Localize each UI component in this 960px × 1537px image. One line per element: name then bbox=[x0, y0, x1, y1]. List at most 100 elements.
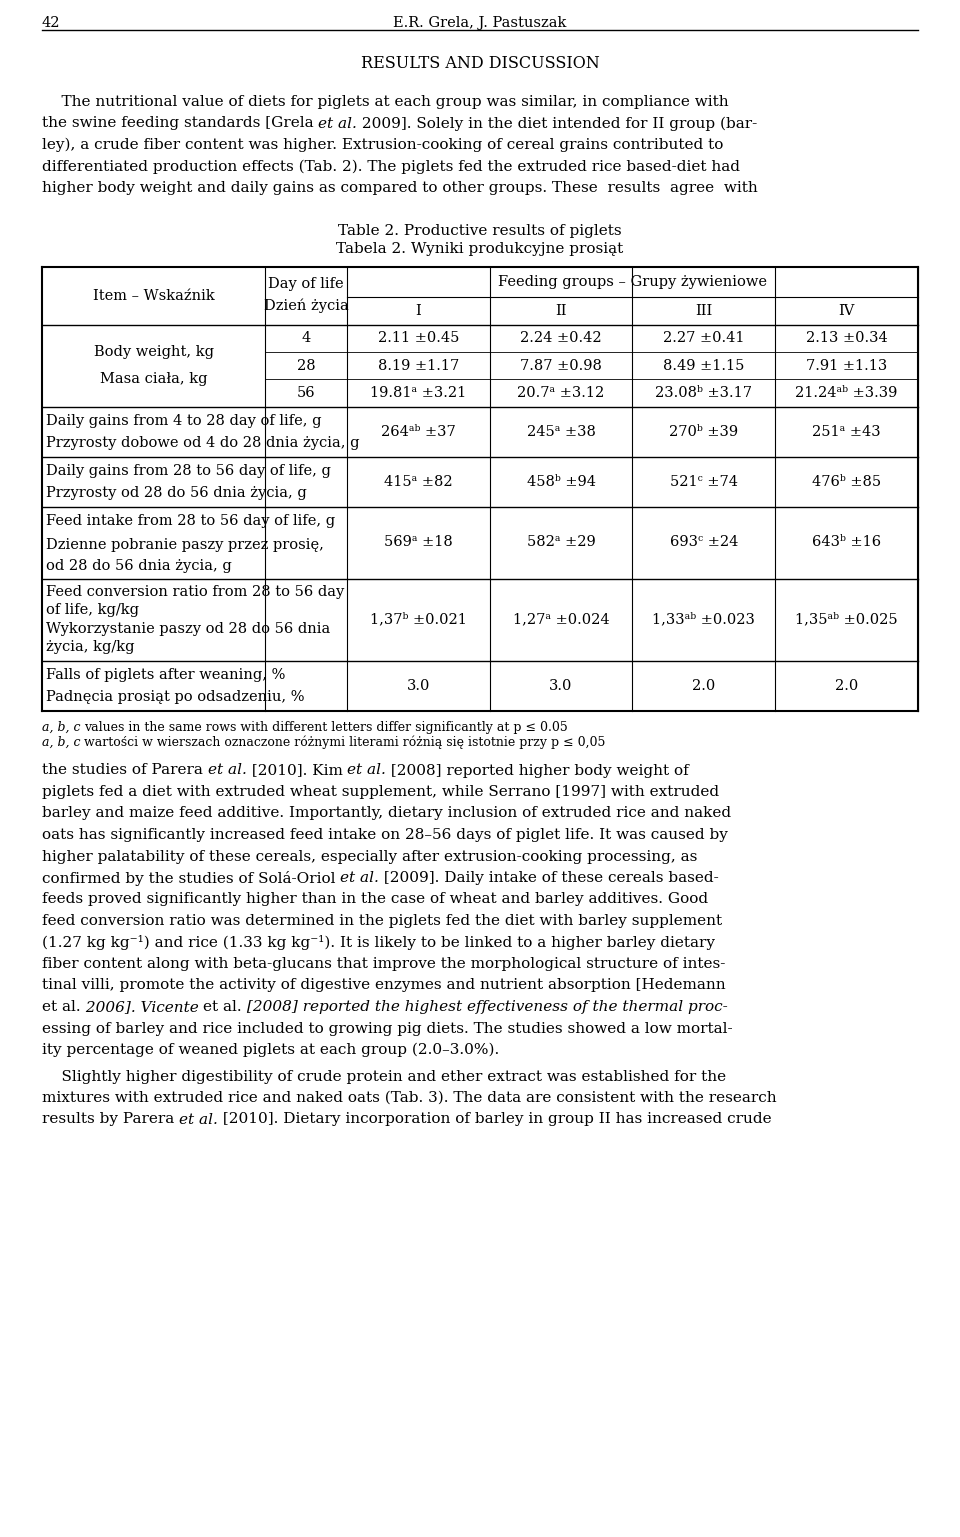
Text: 8.49 ±1.15: 8.49 ±1.15 bbox=[663, 358, 745, 372]
Text: życia, kg/kg: życia, kg/kg bbox=[46, 641, 134, 655]
Text: 245ᵃ ±38: 245ᵃ ±38 bbox=[527, 424, 595, 438]
Text: oats has significantly increased feed intake on 28–56 days of piglet life. It wa: oats has significantly increased feed in… bbox=[42, 828, 728, 842]
Text: 21.24ᵃᵇ ±3.39: 21.24ᵃᵇ ±3.39 bbox=[796, 386, 898, 400]
Text: 2.0: 2.0 bbox=[835, 678, 858, 693]
Text: 458ᵇ ±94: 458ᵇ ±94 bbox=[526, 475, 595, 489]
Text: values in the same rows with different letters differ significantly at p ≤ 0.05: values in the same rows with different l… bbox=[84, 721, 568, 733]
Text: [2010]. Dietary incorporation of barley in group II has increased crude: [2010]. Dietary incorporation of barley … bbox=[218, 1113, 772, 1127]
Text: 1,33ᵃᵇ ±0.023: 1,33ᵃᵇ ±0.023 bbox=[653, 613, 756, 627]
Text: 693ᶜ ±24: 693ᶜ ±24 bbox=[670, 535, 738, 550]
Text: results by Parera: results by Parera bbox=[42, 1113, 180, 1127]
Text: essing of barley and rice included to growing pig diets. The studies showed a lo: essing of barley and rice included to gr… bbox=[42, 1022, 732, 1036]
Text: a, b, c: a, b, c bbox=[42, 721, 84, 733]
Text: [2008] reported the highest effectiveness of the thermal proc-: [2008] reported the highest effectivenes… bbox=[242, 1001, 728, 1014]
Text: 264ᵃᵇ ±37: 264ᵃᵇ ±37 bbox=[381, 424, 456, 438]
Text: ity percentage of weaned piglets at each group (2.0–3.0%).: ity percentage of weaned piglets at each… bbox=[42, 1044, 499, 1057]
Text: Padnęcia prosiąt po odsadzeniu, %: Padnęcia prosiąt po odsadzeniu, % bbox=[46, 690, 304, 704]
Text: 415ᵃ ±82: 415ᵃ ±82 bbox=[384, 475, 452, 489]
Text: Item – Wskaźnik: Item – Wskaźnik bbox=[93, 289, 215, 303]
Text: et al.: et al. bbox=[207, 764, 247, 778]
Text: IV: IV bbox=[838, 304, 854, 318]
Text: 521ᶜ ±74: 521ᶜ ±74 bbox=[670, 475, 738, 489]
Text: 42: 42 bbox=[42, 15, 60, 31]
Text: 582ᵃ ±29: 582ᵃ ±29 bbox=[527, 535, 595, 550]
Text: Feed intake from 28 to 56 day of life, g: Feed intake from 28 to 56 day of life, g bbox=[46, 513, 335, 527]
Text: Slightly higher digestibility of crude protein and ether extract was established: Slightly higher digestibility of crude p… bbox=[42, 1070, 726, 1084]
Text: of life, kg/kg: of life, kg/kg bbox=[46, 603, 139, 616]
Text: 569ᵃ ±18: 569ᵃ ±18 bbox=[384, 535, 452, 550]
Text: 2.0: 2.0 bbox=[692, 678, 715, 693]
Text: 1,35ᵃᵇ ±0.025: 1,35ᵃᵇ ±0.025 bbox=[795, 613, 898, 627]
Text: I: I bbox=[416, 304, 421, 318]
Text: III: III bbox=[695, 304, 712, 318]
Text: et al.: et al. bbox=[180, 1113, 218, 1127]
Text: Falls of piglets after weaning, %: Falls of piglets after weaning, % bbox=[46, 667, 285, 681]
Text: feeds proved significantly higher than in the case of wheat and barley additives: feeds proved significantly higher than i… bbox=[42, 893, 708, 907]
Text: Body weight, kg: Body weight, kg bbox=[94, 344, 214, 358]
Text: 643ᵇ ±16: 643ᵇ ±16 bbox=[812, 535, 881, 550]
Text: 28: 28 bbox=[297, 358, 316, 372]
Text: 2.13 ±0.34: 2.13 ±0.34 bbox=[805, 330, 887, 346]
Text: et al.: et al. bbox=[341, 871, 379, 885]
Text: et al.: et al. bbox=[42, 1001, 81, 1014]
Text: 20.7ᵃ ±3.12: 20.7ᵃ ±3.12 bbox=[517, 386, 605, 400]
Text: [2008] reported higher body weight of: [2008] reported higher body weight of bbox=[386, 764, 689, 778]
Text: 1,37ᵇ ±0.021: 1,37ᵇ ±0.021 bbox=[370, 613, 467, 627]
Text: 476ᵇ ±85: 476ᵇ ±85 bbox=[812, 475, 881, 489]
Text: (1.27 kg kg⁻¹) and rice (1.33 kg kg⁻¹). It is likely to be linked to a higher ba: (1.27 kg kg⁻¹) and rice (1.33 kg kg⁻¹). … bbox=[42, 936, 715, 950]
Text: 3.0: 3.0 bbox=[549, 678, 573, 693]
Text: Feed conversion ratio from 28 to 56 day: Feed conversion ratio from 28 to 56 day bbox=[46, 584, 345, 598]
Text: et al.: et al. bbox=[319, 117, 357, 131]
Text: Dzień życia: Dzień życia bbox=[264, 298, 348, 314]
Text: Wykorzystanie paszy od 28 do 56 dnia: Wykorzystanie paszy od 28 do 56 dnia bbox=[46, 622, 330, 636]
Text: 19.81ᵃ ±3.21: 19.81ᵃ ±3.21 bbox=[371, 386, 467, 400]
Text: 2.24 ±0.42: 2.24 ±0.42 bbox=[520, 330, 602, 346]
Text: 251ᵃ ±43: 251ᵃ ±43 bbox=[812, 424, 881, 438]
Text: 4: 4 bbox=[301, 330, 311, 346]
Text: 2.11 ±0.45: 2.11 ±0.45 bbox=[377, 330, 459, 346]
Text: The nutritional value of diets for piglets at each group was similar, in complia: The nutritional value of diets for pigle… bbox=[42, 95, 729, 109]
Text: Table 2. Productive results of piglets: Table 2. Productive results of piglets bbox=[338, 224, 622, 238]
Text: Day of life: Day of life bbox=[268, 277, 344, 290]
Text: II: II bbox=[555, 304, 566, 318]
Text: Daily gains from 4 to 28 day of life, g: Daily gains from 4 to 28 day of life, g bbox=[46, 413, 322, 427]
Text: 23.08ᵇ ±3.17: 23.08ᵇ ±3.17 bbox=[656, 386, 753, 400]
Text: feed conversion ratio was determined in the piglets fed the diet with barley sup: feed conversion ratio was determined in … bbox=[42, 915, 722, 928]
Text: the studies of Parera: the studies of Parera bbox=[42, 764, 207, 778]
Text: barley and maize feed additive. Importantly, dietary inclusion of extruded rice : barley and maize feed additive. Importan… bbox=[42, 807, 732, 821]
Text: [2009]. Daily intake of these cereals based-: [2009]. Daily intake of these cereals ba… bbox=[379, 871, 719, 885]
Text: 2006]. Vicente: 2006]. Vicente bbox=[81, 1001, 204, 1014]
Text: [2010]. Kim: [2010]. Kim bbox=[247, 764, 348, 778]
Text: piglets fed a diet with extruded wheat supplement, while Serrano [1997] with ext: piglets fed a diet with extruded wheat s… bbox=[42, 785, 719, 799]
Text: Masa ciała, kg: Masa ciała, kg bbox=[100, 372, 207, 386]
Text: a, b, c: a, b, c bbox=[42, 736, 84, 749]
Text: E.R. Grela, J. Pastuszak: E.R. Grela, J. Pastuszak bbox=[394, 15, 566, 31]
Text: RESULTS AND DISCUSSION: RESULTS AND DISCUSSION bbox=[361, 55, 599, 72]
Text: 7.91 ±1.13: 7.91 ±1.13 bbox=[806, 358, 887, 372]
Text: Przyrosty od 28 do 56 dnia życia, g: Przyrosty od 28 do 56 dnia życia, g bbox=[46, 486, 307, 500]
Text: ley), a crude fiber content was higher. Extrusion-cooking of cereal grains contr: ley), a crude fiber content was higher. … bbox=[42, 138, 724, 152]
Text: 7.87 ±0.98: 7.87 ±0.98 bbox=[520, 358, 602, 372]
Text: 2009]. Solely in the diet intended for II group (bar-: 2009]. Solely in the diet intended for I… bbox=[357, 117, 757, 131]
Text: higher palatability of these cereals, especially after extrusion-cooking process: higher palatability of these cereals, es… bbox=[42, 850, 697, 864]
Text: et al.: et al. bbox=[348, 764, 386, 778]
Text: mixtures with extruded rice and naked oats (Tab. 3). The data are consistent wit: mixtures with extruded rice and naked oa… bbox=[42, 1091, 777, 1105]
Text: the swine feeding standards [Grela: the swine feeding standards [Grela bbox=[42, 117, 319, 131]
Text: fiber content along with beta-glucans that improve the morphological structure o: fiber content along with beta-glucans th… bbox=[42, 958, 726, 971]
Text: Przyrosty dobowe od 4 do 28 dnia życia, g: Przyrosty dobowe od 4 do 28 dnia życia, … bbox=[46, 435, 359, 449]
Text: confirmed by the studies of Solá-Oriol: confirmed by the studies of Solá-Oriol bbox=[42, 871, 341, 885]
Text: Feeding groups – Grupy żywieniowe: Feeding groups – Grupy żywieniowe bbox=[498, 275, 767, 289]
Text: higher body weight and daily gains as compared to other groups. These  results  : higher body weight and daily gains as co… bbox=[42, 181, 757, 195]
Text: 2.27 ±0.41: 2.27 ±0.41 bbox=[663, 330, 745, 346]
Text: differentiated production effects (Tab. 2). The piglets fed the extruded rice ba: differentiated production effects (Tab. … bbox=[42, 160, 740, 174]
Text: et al.: et al. bbox=[204, 1001, 242, 1014]
Text: 3.0: 3.0 bbox=[406, 678, 430, 693]
Text: Tabela 2. Wyniki produkcyjne prosiąt: Tabela 2. Wyniki produkcyjne prosiąt bbox=[336, 243, 624, 257]
Text: Daily gains from 28 to 56 day of life, g: Daily gains from 28 to 56 day of life, g bbox=[46, 464, 331, 478]
Text: tinal villi, promote the activity of digestive enzymes and nutrient absorption [: tinal villi, promote the activity of dig… bbox=[42, 979, 726, 993]
Text: wartości w wierszach oznaczone różnymi literami różnią się istotnie przy p ≤ 0,0: wartości w wierszach oznaczone różnymi l… bbox=[84, 736, 606, 749]
Text: 8.19 ±1.17: 8.19 ±1.17 bbox=[377, 358, 459, 372]
Text: od 28 do 56 dnia życia, g: od 28 do 56 dnia życia, g bbox=[46, 558, 231, 573]
Text: 270ᵇ ±39: 270ᵇ ±39 bbox=[669, 424, 738, 438]
Text: 56: 56 bbox=[297, 386, 316, 400]
